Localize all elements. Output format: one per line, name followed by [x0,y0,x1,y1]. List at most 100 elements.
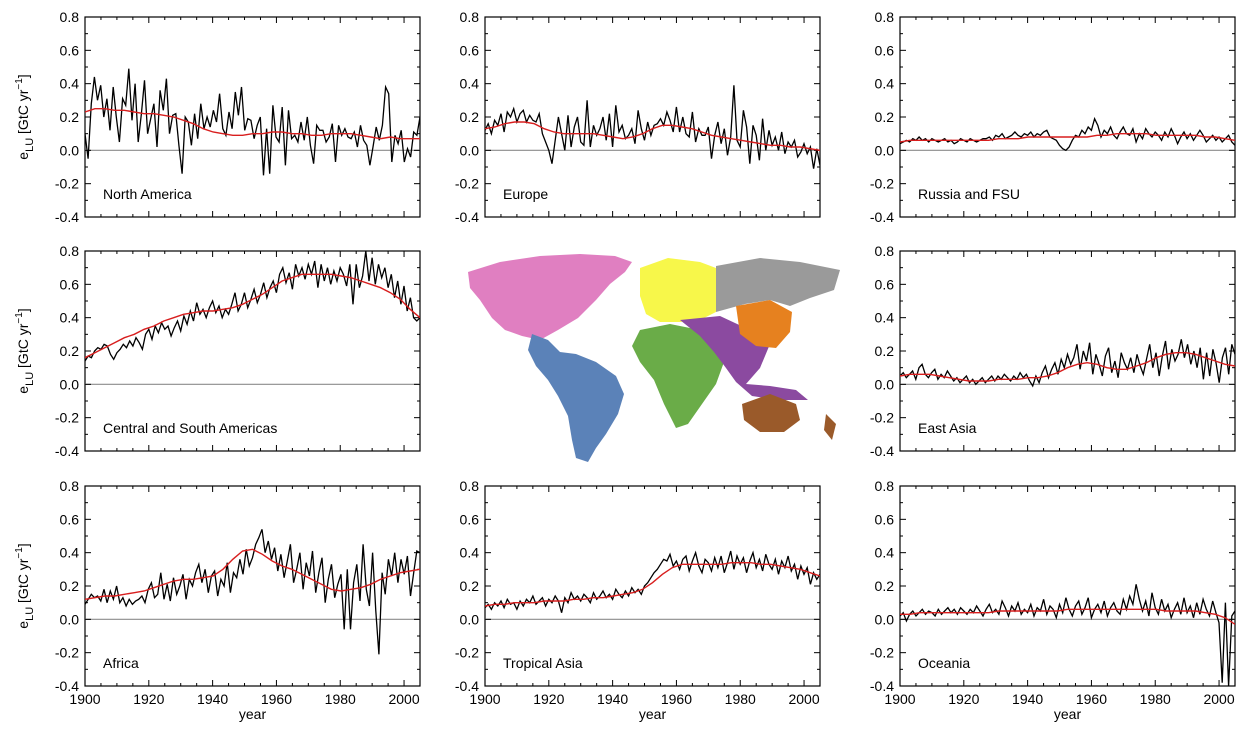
panel-4: -0.4 -0.2 0.0 0.2 0.4 0.6 0.8 East Asia [870,243,1236,459]
y-tick-label: 0.4 [460,76,480,92]
x-tick-label: 1940 [597,691,628,707]
x-tick-label: 1960 [261,691,292,707]
y-tick-label: -0.4 [870,678,894,694]
panel-title: Russia and FSU [918,186,1020,202]
map-oceania [742,394,836,440]
series-annual [85,251,420,362]
y-tick-label: 0.8 [60,478,80,494]
x-tick-label: 1980 [325,691,356,707]
y-tick-label: 0.6 [875,276,895,292]
y-tick-label: 0.6 [60,276,80,292]
y-tick-label: 0.4 [875,76,895,92]
map-latin-america [528,334,624,462]
y-tick-label: 0.0 [875,611,895,627]
y-tick-label: -0.2 [55,176,79,192]
y-tick-label: -0.4 [455,209,479,225]
y-tick-label: 0.2 [875,343,895,359]
panel-6: -0.4 -0.2 0.0 0.2 0.4 0.6 0.8 1900 1920 1940 1960 1… [455,478,821,722]
y-tick-label: 0.2 [60,578,80,594]
y-tick-label: 0.8 [875,478,895,494]
y-tick-label: 0.6 [60,511,80,527]
y-tick-label: -0.2 [455,176,479,192]
y-tick-label: -0.4 [55,209,79,225]
x-tick-label: 1900 [69,691,100,707]
y-tick-label: -0.4 [870,443,894,459]
y-tick-label: 0.4 [60,545,80,561]
x-tick-label: 1900 [884,691,915,707]
x-tick-label: 2000 [1203,691,1234,707]
y-tick-label: 0.6 [875,42,895,58]
y-tick-label: 0.4 [875,310,895,326]
y-tick-label: 0.2 [60,109,80,125]
x-axis-label: year [239,706,267,722]
map-europe [640,258,716,322]
y-tick-label: 0.6 [460,42,480,58]
y-tick-label: 0.0 [875,376,895,392]
y-tick-label: -0.2 [55,645,79,661]
series-annual [485,550,820,613]
x-tick-label: 1960 [661,691,692,707]
panel-title: East Asia [918,420,977,436]
y-tick-label: -0.2 [870,176,894,192]
world-map [468,254,840,462]
map-tropical-asia [680,316,808,400]
y-tick-label: -0.4 [55,678,79,694]
y-tick-label: 0.0 [60,376,80,392]
panel-title: Africa [103,655,139,671]
panel-title: Oceania [918,655,970,671]
panel-2: -0.4 -0.2 0.0 0.2 0.4 0.6 0.8 Russia and FSU [870,9,1236,225]
y-tick-label: 0.8 [60,9,80,25]
y-axis-label: eLU [GtC yr−1] [14,543,36,628]
y-tick-label: -0.4 [870,209,894,225]
series-annual [900,116,1235,152]
y-tick-label: 0.2 [460,109,480,125]
y-tick-label: 0.8 [460,9,480,25]
series-smoothed [85,273,420,359]
x-tick-label: 1920 [948,691,979,707]
y-tick-label: 0.0 [60,142,80,158]
map-north-america [468,254,632,340]
series-annual [85,68,420,176]
y-tick-label: -0.2 [455,645,479,661]
series-smoothed [900,132,1235,143]
y-tick-label: 0.4 [875,545,895,561]
series-smoothed [900,608,1235,625]
y-tick-label: -0.2 [55,410,79,426]
series-annual [900,584,1235,686]
y-tick-label: 0.6 [875,511,895,527]
y-tick-label: 0.4 [60,310,80,326]
y-tick-label: 0.0 [460,611,480,627]
y-tick-label: 0.4 [60,76,80,92]
y-axis-label: eLU [GtC yr−1] [14,74,36,159]
x-tick-label: 1900 [469,691,500,707]
x-tick-label: 1940 [197,691,228,707]
x-tick-label: 1960 [1076,691,1107,707]
series-smoothed [485,121,820,151]
x-tick-label: 1920 [133,691,164,707]
series-smoothed [900,352,1235,382]
y-tick-label: 0.8 [875,243,895,259]
panel-title: North America [103,186,192,202]
y-tick-label: 0.6 [60,42,80,58]
y-tick-label: 0.0 [460,142,480,158]
panels: -0.4 -0.2 0.0 0.2 0.4 0.6 0.8 eLU [GtC yr−1] Nor… [14,9,1236,722]
panel-1: -0.4 -0.2 0.0 0.2 0.4 0.6 0.8 Europe [455,9,821,225]
series-annual [900,339,1235,388]
series-smoothed [85,107,420,140]
y-tick-label: -0.2 [870,410,894,426]
y-tick-label: 0.8 [460,478,480,494]
series-annual [85,529,420,655]
panel-3: -0.4 -0.2 0.0 0.2 0.4 0.6 0.8 eLU [GtC yr−1] Cen… [14,243,421,459]
y-tick-label: -0.4 [455,678,479,694]
y-tick-label: 0.2 [60,343,80,359]
panel-title: Central and South Americas [103,420,277,436]
y-tick-label: -0.4 [55,443,79,459]
y-tick-label: 0.4 [460,545,480,561]
panel-7: -0.4 -0.2 0.0 0.2 0.4 0.6 0.8 1900 1920 1940 1960 1… [870,478,1236,722]
x-tick-label: 1920 [533,691,564,707]
y-tick-label: 0.2 [875,578,895,594]
y-tick-label: 0.0 [60,611,80,627]
panel-5: -0.4 -0.2 0.0 0.2 0.4 0.6 0.8 1900 1920 1940 1960 1… [14,478,421,722]
y-tick-label: 0.0 [875,142,895,158]
